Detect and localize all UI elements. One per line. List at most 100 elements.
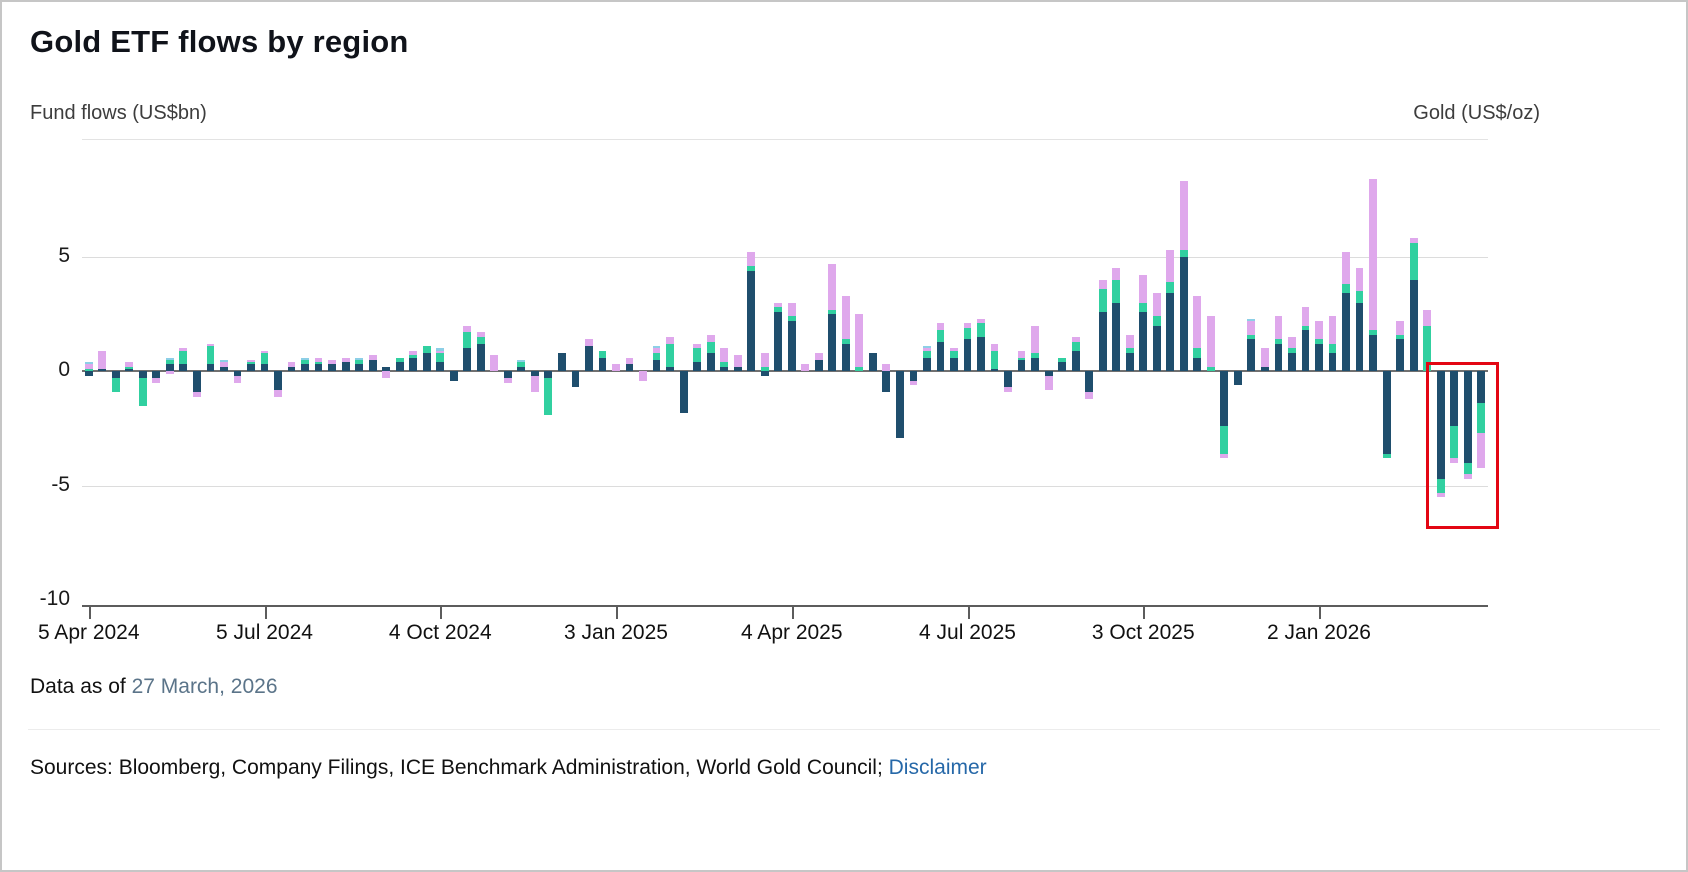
bar-segment — [909, 371, 918, 381]
bar-segment — [1328, 343, 1337, 354]
bar-segment — [1342, 293, 1350, 372]
bar-segment — [301, 364, 309, 372]
bar-segment — [125, 369, 134, 372]
bar-segment — [828, 263, 837, 310]
bar-segment — [314, 362, 323, 365]
bar-segment — [1355, 302, 1364, 372]
bar-segment — [1247, 320, 1256, 335]
bar-segment — [1450, 458, 1459, 463]
x-tick-mark — [1143, 607, 1146, 619]
x-tick-mark — [616, 607, 618, 619]
bar-segment — [1071, 341, 1080, 351]
bar-segment — [84, 362, 93, 365]
bar-segment — [1288, 353, 1296, 372]
bar-segment — [206, 346, 215, 365]
bar-segment — [774, 311, 783, 372]
bar-segment — [436, 362, 445, 372]
bar-segment — [1166, 282, 1175, 294]
bar-segment — [1382, 453, 1391, 459]
bar-segment — [355, 357, 364, 360]
bar-segment — [530, 375, 539, 392]
data-as-of-label: Data as of — [30, 675, 126, 698]
bar-segment — [476, 336, 485, 344]
bar-segment — [220, 359, 228, 363]
bar-segment — [666, 366, 674, 372]
x-tick-label: 5 Apr 2024 — [37, 621, 140, 644]
highlight-box — [1426, 362, 1499, 529]
bar-segment — [1396, 334, 1405, 340]
bar-segment — [436, 350, 445, 354]
bar-segment — [1315, 339, 1323, 344]
bar-segment — [950, 350, 958, 358]
bar-segment — [950, 357, 958, 372]
bar-segment — [977, 318, 985, 324]
bar-segment — [1044, 371, 1053, 376]
bar-segment — [463, 348, 472, 372]
bar-segment — [206, 343, 215, 347]
bar-segment — [706, 341, 715, 354]
bar-segment — [192, 371, 201, 392]
bar-segment — [503, 378, 512, 383]
bar-segment — [1152, 325, 1161, 372]
bar-segment — [977, 323, 985, 337]
bar-segment — [598, 350, 607, 358]
bar-segment — [382, 366, 391, 372]
bar-segment — [882, 371, 891, 392]
bar-segment — [247, 359, 255, 363]
bar-segment — [1004, 371, 1012, 388]
bar-segment — [1450, 426, 1459, 459]
bar-segment — [733, 355, 742, 367]
bar-segment — [1139, 302, 1148, 312]
bar-segment — [747, 252, 756, 266]
bar-segment — [1436, 371, 1445, 479]
bar-segment — [612, 364, 620, 372]
bar-segment — [314, 364, 323, 372]
bar-segment — [625, 357, 634, 365]
bar-segment — [301, 359, 309, 365]
bar-segment — [1179, 249, 1188, 257]
bar-segment — [706, 353, 715, 372]
bar-segment — [490, 355, 499, 372]
bar-segment — [152, 378, 161, 383]
bar-segment — [165, 357, 174, 360]
y-tick-label: 0 — [58, 358, 70, 382]
bar-segment — [125, 366, 134, 370]
bar-segment — [111, 371, 120, 379]
bar-segment — [422, 353, 431, 372]
bar-segment — [1206, 366, 1215, 372]
bar-segment — [666, 343, 674, 367]
x-tick-label: 3 Jan 2025 — [564, 621, 668, 644]
right-axis-title: Gold (US$/oz) — [1413, 102, 1540, 124]
chart-title: Gold ETF flows by region — [30, 24, 409, 59]
bar-segment — [476, 343, 485, 372]
bar-segment — [409, 350, 418, 356]
bar-segment — [693, 343, 702, 349]
plot-area[interactable] — [82, 139, 1499, 607]
bar-segment — [1396, 320, 1405, 335]
x-tick-mark — [440, 607, 443, 619]
bar-segment — [1247, 318, 1256, 321]
bar-segment — [936, 323, 945, 331]
bar-segment — [503, 371, 512, 379]
y-tick-label: 5 — [58, 243, 70, 267]
axis-header-row: Fund flows (US$bn) Gold (US$/oz) — [30, 102, 1540, 125]
chart-area: 5 0 -5 -10 5 Apr 2024 5 Jul 2024 4 Oct 2024 3 … — [28, 139, 1499, 655]
bar-segment — [382, 371, 391, 379]
sources-line: Sources: Bloomberg, Company Filings, ICE… — [30, 756, 1660, 780]
bar-segment — [841, 343, 850, 372]
bar-segment — [1342, 252, 1350, 285]
bar-segment — [544, 378, 553, 415]
bar-segment — [1355, 268, 1364, 292]
bar-segment — [1193, 295, 1202, 349]
bar-segment — [1261, 348, 1269, 367]
bar-segment — [1193, 357, 1202, 372]
bar-segment — [923, 357, 931, 372]
bar-segment — [558, 353, 566, 372]
bar-segment — [652, 348, 661, 354]
bar-segment — [1423, 309, 1432, 326]
bar-segment — [760, 353, 769, 367]
bar-segment — [1193, 348, 1202, 358]
bar-segment — [409, 355, 418, 358]
disclaimer-link[interactable]: Disclaimer — [888, 756, 987, 779]
bar-segment — [1355, 291, 1364, 303]
